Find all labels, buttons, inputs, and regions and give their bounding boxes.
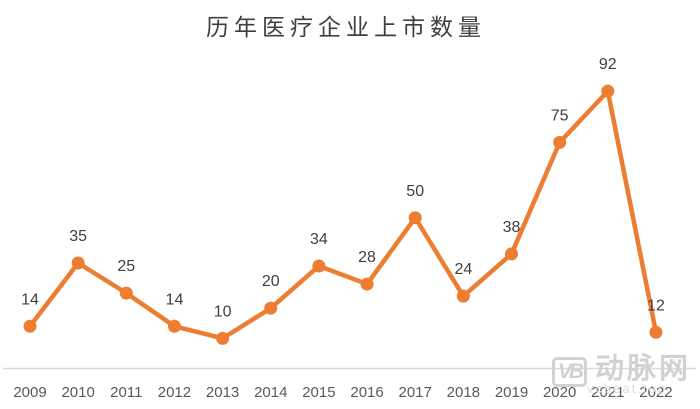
data-point-marker <box>649 325 663 339</box>
x-axis-tick-label: 2009 <box>13 384 46 401</box>
data-point-label: 75 <box>551 107 569 124</box>
data-point-label: 12 <box>647 297 665 314</box>
x-axis-tick-label: 2012 <box>158 384 191 401</box>
data-point-label: 25 <box>117 258 135 275</box>
data-point-label: 28 <box>358 249 376 266</box>
x-axis-tick-label: 2015 <box>302 384 335 401</box>
data-point-marker <box>23 319 37 333</box>
data-point-label: 92 <box>599 56 617 73</box>
data-point-marker <box>167 319 181 333</box>
data-point-marker <box>408 211 422 225</box>
x-axis-tick-label: 2017 <box>399 384 432 401</box>
data-point-marker <box>312 259 326 273</box>
data-point-marker <box>71 256 85 270</box>
x-axis-tick-label: 2020 <box>543 384 576 401</box>
x-axis-tick-label: 2022 <box>639 384 672 401</box>
data-point-label: 50 <box>406 183 424 200</box>
x-axis-tick-label: 2016 <box>350 384 383 401</box>
data-point-marker <box>505 247 518 261</box>
data-point-label: 24 <box>454 261 472 278</box>
x-axis-tick-label: 2013 <box>206 384 239 401</box>
x-axis-tick-label: 2019 <box>495 384 528 401</box>
series-line <box>27 88 659 341</box>
data-point-marker <box>360 277 374 291</box>
data-point-label: 20 <box>262 273 280 290</box>
data-point-marker <box>601 84 615 98</box>
data-point-label: 34 <box>310 231 328 248</box>
x-axis-tick-label: 2014 <box>254 384 287 401</box>
data-point-marker <box>456 289 470 303</box>
x-axis-tick-label: 2018 <box>447 384 480 401</box>
x-axis-tick-label: 2011 <box>110 384 142 401</box>
data-point-label: 14 <box>21 291 39 308</box>
x-axis-tick-label: 2021 <box>591 384 624 401</box>
data-point-label: 38 <box>503 219 521 236</box>
chart-title: 历年医疗企业上市数量 <box>206 14 486 40</box>
data-point-marker <box>264 301 278 315</box>
data-point-label: 14 <box>166 291 184 308</box>
data-point-marker <box>216 331 230 345</box>
data-point-marker <box>553 135 567 149</box>
data-point-label: 35 <box>69 228 87 245</box>
data-point-label: 10 <box>214 303 232 320</box>
data-point-marker <box>119 286 133 300</box>
x-axis-tick-label: 2010 <box>61 384 94 401</box>
